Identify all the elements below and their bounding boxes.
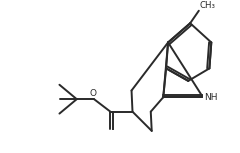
Text: O: O [90,89,96,98]
Text: CH₃: CH₃ [200,1,216,10]
Text: NH: NH [204,93,218,102]
